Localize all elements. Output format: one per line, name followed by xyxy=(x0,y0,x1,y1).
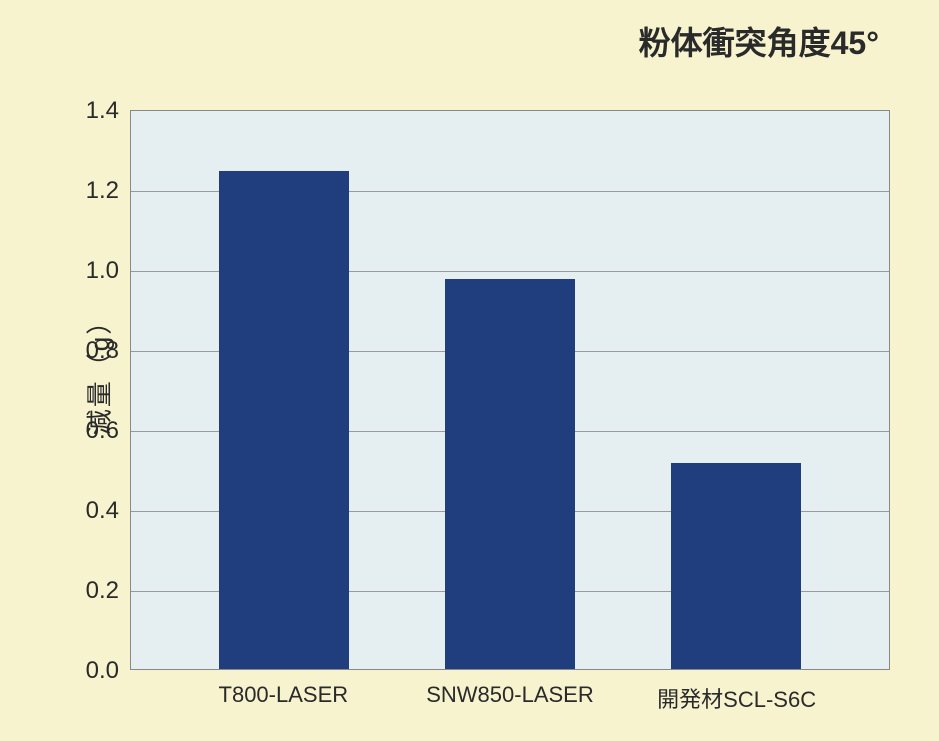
chart-title: 粉体衝突角度45° xyxy=(639,18,879,64)
bar xyxy=(671,463,801,669)
chart-container: 粉体衝突角度45° 減量（g） 0.00.20.40.60.81.01.21.4… xyxy=(0,0,939,741)
x-tick-label: 開発材SCL-S6C xyxy=(642,682,832,714)
y-tick-label: 0.2 xyxy=(86,577,131,605)
x-tick-label: SNW850-LASER xyxy=(415,682,605,714)
y-tick-label: 0.6 xyxy=(86,417,131,445)
y-tick-label: 0.4 xyxy=(86,497,131,525)
y-axis-label: 減量（g） xyxy=(80,306,117,434)
y-tick-label: 1.2 xyxy=(86,177,131,205)
y-tick-label: 1.0 xyxy=(86,257,131,285)
bar xyxy=(445,279,575,669)
plot-area: 0.00.20.40.60.81.01.21.4 xyxy=(130,110,890,670)
y-tick-label: 1.4 xyxy=(86,97,131,125)
y-tick-label: 0.8 xyxy=(86,337,131,365)
y-tick-label: 0.0 xyxy=(86,657,131,685)
x-tick-label: T800-LASER xyxy=(188,682,378,714)
bar xyxy=(219,171,349,669)
bars-group xyxy=(131,111,889,669)
x-axis-labels: T800-LASER SNW850-LASER 開発材SCL-S6C xyxy=(130,682,890,714)
